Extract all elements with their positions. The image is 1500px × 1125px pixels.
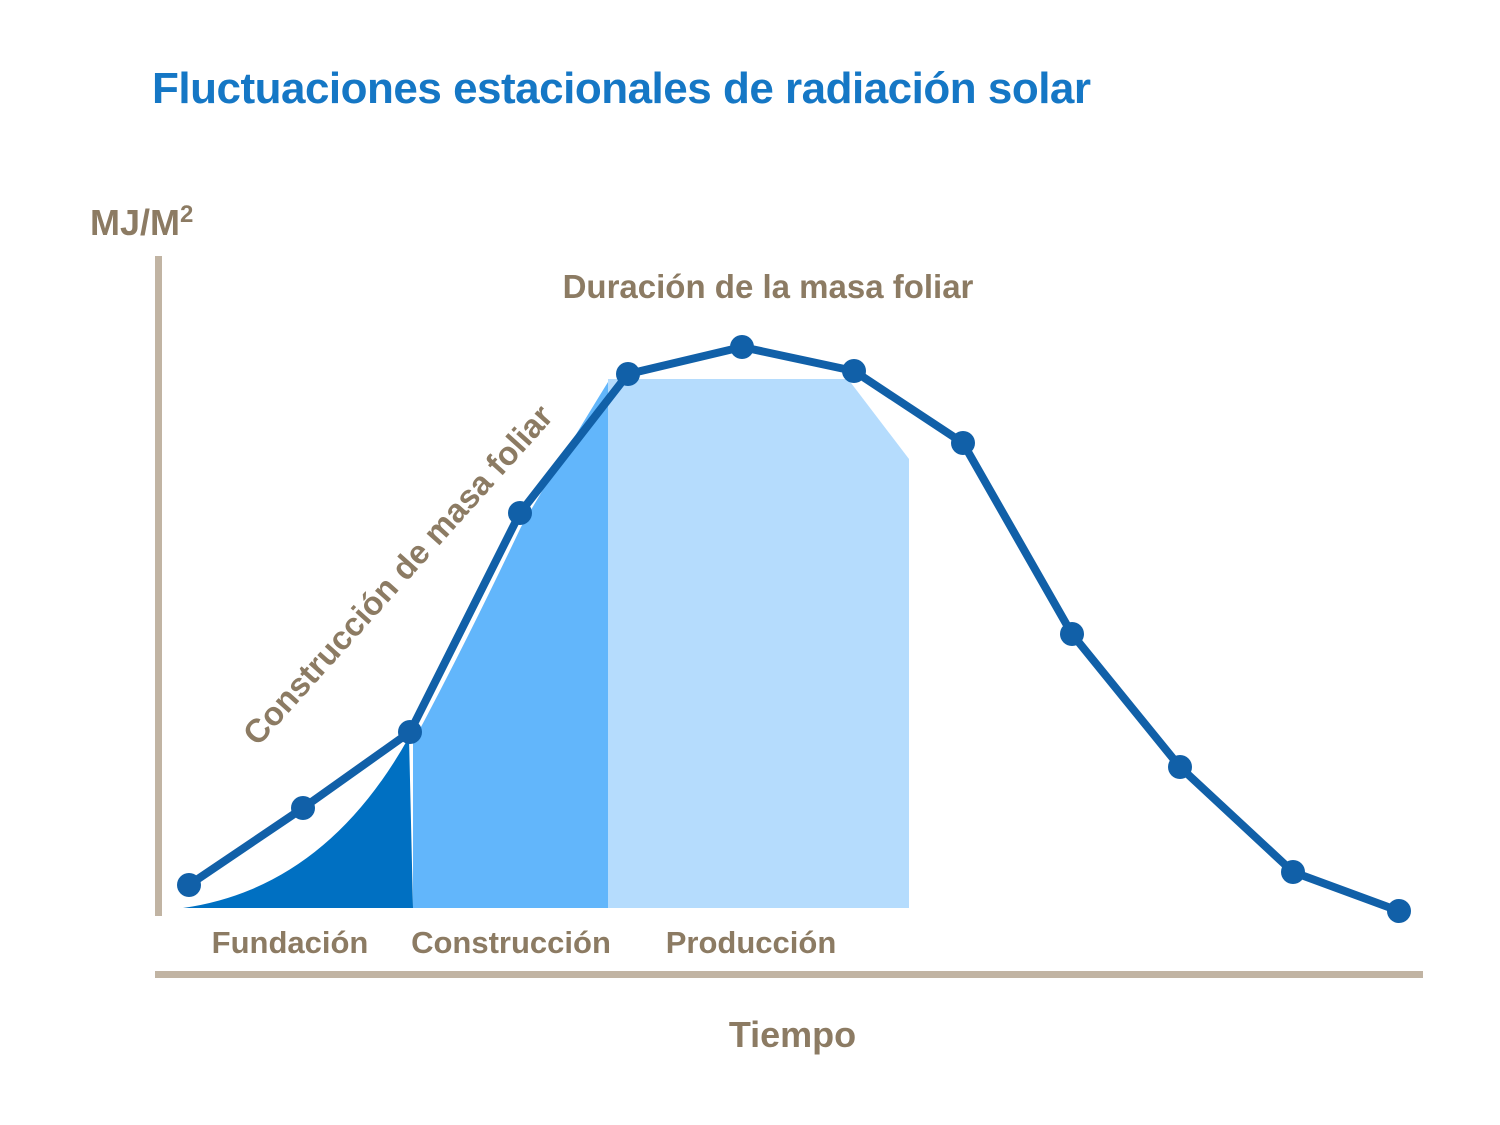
phase-label-construccion: Construcción: [411, 925, 611, 960]
x-axis-line: [155, 971, 1423, 978]
chart-title: Fluctuaciones estacionales de radiación …: [152, 64, 1091, 113]
x-axis-label: Tiempo: [728, 1014, 857, 1055]
radiation-curve: [185, 343, 1403, 915]
data-point-marker: [398, 720, 422, 744]
data-point-marker: [730, 335, 754, 359]
data-point-marker: [842, 359, 866, 383]
phase-area-produccion: [608, 379, 909, 908]
y-axis-label: MJ/M2: [90, 201, 193, 244]
data-point-marker: [1168, 755, 1192, 779]
y-axis-unit: MJ/M: [90, 202, 180, 243]
phase-area-fundacion: [183, 737, 413, 908]
data-point-marker: [1387, 899, 1411, 923]
data-point-marker: [291, 796, 315, 820]
phase-label-produccion: Producción: [665, 925, 837, 960]
data-point-marker: [616, 362, 640, 386]
data-point-marker: [951, 431, 975, 455]
phase-label-fundacion: Fundación: [211, 925, 369, 960]
data-point-marker: [177, 873, 201, 897]
data-point-marker: [1060, 622, 1084, 646]
data-point-marker: [1281, 860, 1305, 884]
data-point-markers: [177, 335, 1411, 923]
y-axis-unit-exponent: 2: [180, 201, 194, 228]
phase-area-construccion: [413, 382, 608, 908]
y-axis-line: [155, 256, 162, 916]
duration-annotation: Duración de la masa foliar: [562, 268, 974, 305]
data-point-marker: [508, 501, 532, 525]
